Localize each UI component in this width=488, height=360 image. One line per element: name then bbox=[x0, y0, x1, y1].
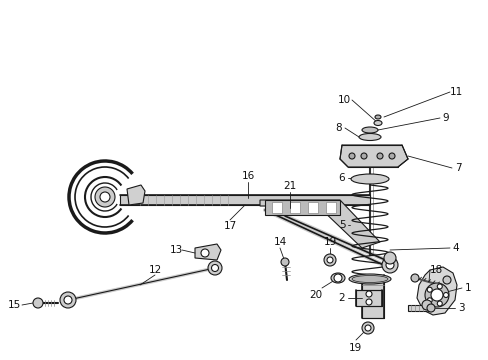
Polygon shape bbox=[339, 145, 407, 167]
Text: 17: 17 bbox=[223, 221, 236, 231]
Circle shape bbox=[383, 252, 395, 264]
Circle shape bbox=[33, 298, 43, 308]
Circle shape bbox=[436, 284, 441, 289]
Text: 10: 10 bbox=[337, 95, 350, 105]
Circle shape bbox=[442, 276, 450, 284]
Ellipse shape bbox=[373, 121, 381, 126]
Text: 4: 4 bbox=[452, 243, 458, 253]
Circle shape bbox=[60, 292, 76, 308]
Circle shape bbox=[360, 153, 366, 159]
Circle shape bbox=[426, 304, 434, 312]
Circle shape bbox=[333, 274, 341, 282]
Circle shape bbox=[436, 301, 441, 306]
Polygon shape bbox=[307, 202, 317, 213]
Polygon shape bbox=[264, 200, 339, 215]
Text: 19: 19 bbox=[347, 343, 361, 353]
Text: 11: 11 bbox=[448, 87, 462, 97]
Circle shape bbox=[430, 289, 442, 301]
Circle shape bbox=[201, 249, 208, 257]
Text: 14: 14 bbox=[273, 237, 286, 247]
Circle shape bbox=[326, 257, 332, 263]
Ellipse shape bbox=[348, 274, 390, 284]
Circle shape bbox=[385, 261, 393, 269]
Circle shape bbox=[365, 291, 371, 297]
Ellipse shape bbox=[361, 127, 377, 133]
Polygon shape bbox=[407, 305, 429, 311]
Text: 3: 3 bbox=[457, 303, 464, 313]
Circle shape bbox=[324, 254, 335, 266]
Text: 20: 20 bbox=[309, 290, 322, 300]
Polygon shape bbox=[325, 202, 335, 213]
Circle shape bbox=[424, 283, 448, 307]
Circle shape bbox=[364, 325, 370, 331]
Circle shape bbox=[95, 187, 115, 207]
Ellipse shape bbox=[351, 275, 387, 283]
Circle shape bbox=[361, 322, 373, 334]
Polygon shape bbox=[271, 202, 282, 213]
Circle shape bbox=[64, 296, 72, 304]
Circle shape bbox=[365, 299, 371, 305]
Polygon shape bbox=[260, 200, 379, 248]
Circle shape bbox=[281, 258, 288, 266]
Text: 6: 6 bbox=[338, 173, 345, 183]
Circle shape bbox=[348, 153, 354, 159]
Text: 5: 5 bbox=[338, 220, 345, 230]
Polygon shape bbox=[127, 185, 145, 205]
Circle shape bbox=[388, 153, 394, 159]
Circle shape bbox=[421, 300, 431, 310]
Polygon shape bbox=[361, 275, 383, 318]
Circle shape bbox=[211, 265, 218, 271]
Polygon shape bbox=[289, 202, 299, 213]
Polygon shape bbox=[120, 195, 369, 205]
Circle shape bbox=[100, 192, 110, 202]
Text: 12: 12 bbox=[148, 265, 162, 275]
Ellipse shape bbox=[374, 115, 380, 119]
Text: 18: 18 bbox=[428, 265, 442, 275]
Text: 1: 1 bbox=[464, 283, 470, 293]
Ellipse shape bbox=[330, 273, 345, 283]
Text: 16: 16 bbox=[241, 171, 254, 181]
Ellipse shape bbox=[350, 174, 388, 184]
Polygon shape bbox=[355, 290, 381, 306]
Circle shape bbox=[381, 257, 397, 273]
Ellipse shape bbox=[358, 134, 380, 140]
Text: 21: 21 bbox=[283, 181, 296, 191]
Circle shape bbox=[443, 292, 447, 297]
Circle shape bbox=[410, 274, 418, 282]
Polygon shape bbox=[195, 244, 221, 260]
Text: 7: 7 bbox=[454, 163, 460, 173]
Circle shape bbox=[376, 153, 382, 159]
Text: 19: 19 bbox=[323, 237, 336, 247]
Text: 13: 13 bbox=[169, 245, 182, 255]
Text: 9: 9 bbox=[442, 113, 448, 123]
Circle shape bbox=[207, 261, 222, 275]
Text: 2: 2 bbox=[338, 293, 345, 303]
Text: 8: 8 bbox=[335, 123, 342, 133]
Circle shape bbox=[427, 298, 431, 303]
Polygon shape bbox=[416, 267, 456, 315]
Text: 15: 15 bbox=[7, 300, 20, 310]
Circle shape bbox=[427, 287, 431, 292]
